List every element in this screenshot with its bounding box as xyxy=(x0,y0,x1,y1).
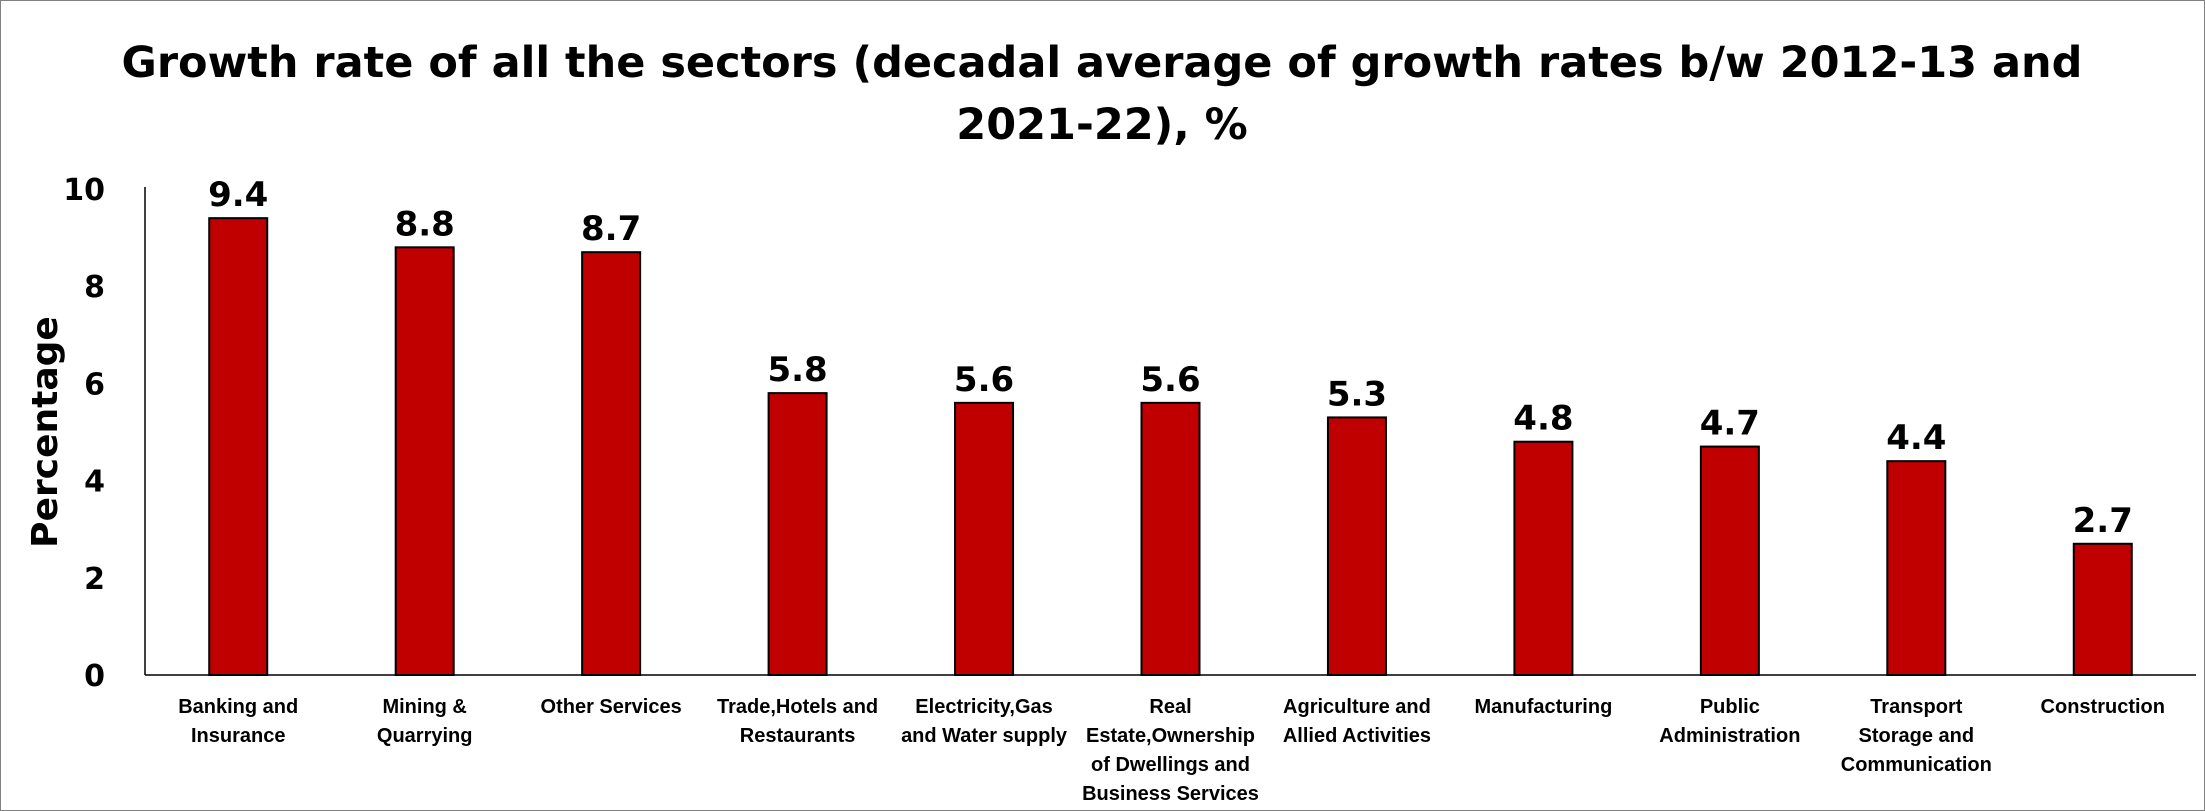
y-axis-label: Percentage xyxy=(25,316,66,548)
chart-title-line: Growth rate of all the sectors (decadal … xyxy=(122,38,2083,88)
data-label: 2.7 xyxy=(2073,501,2133,541)
bar xyxy=(1513,440,1574,676)
bar xyxy=(1699,445,1760,676)
bar xyxy=(954,401,1015,676)
y-tick-label: 8 xyxy=(84,270,105,305)
x-tick-label: Trade,Hotels and xyxy=(717,696,878,718)
x-tick-label: Quarrying xyxy=(377,725,473,747)
data-label: 5.6 xyxy=(1140,360,1200,400)
x-tick-label: Transport xyxy=(1870,696,1963,718)
y-tick-label: 6 xyxy=(84,367,105,402)
data-label: 5.8 xyxy=(767,350,827,390)
x-tick-label: Allied Activities xyxy=(1283,725,1431,747)
bar xyxy=(581,251,642,676)
x-tick-label: Restaurants xyxy=(740,725,856,747)
x-tick-label: Public xyxy=(1700,696,1760,718)
x-tick-label: of Dwellings and xyxy=(1091,754,1250,776)
bar xyxy=(767,392,828,676)
x-tick-label: Electricity,Gas xyxy=(915,696,1052,718)
x-tick-label: Construction xyxy=(2041,696,2165,718)
data-label: 8.8 xyxy=(395,204,455,244)
x-tick-label: and Water supply xyxy=(901,725,1068,747)
chart-title-line: 2021-22), % xyxy=(956,100,1247,150)
bar xyxy=(208,217,269,676)
x-tick-label: Storage and xyxy=(1859,725,1975,747)
data-label: 4.4 xyxy=(1886,418,1946,458)
data-label: 9.4 xyxy=(208,175,268,215)
data-label: 4.7 xyxy=(1700,404,1760,444)
x-tick-label: Other Services xyxy=(541,696,682,718)
x-tick-label: Communication xyxy=(1841,754,1992,776)
bar xyxy=(1886,460,1947,676)
bar xyxy=(394,246,455,676)
x-tick-label: Administration xyxy=(1659,725,1800,747)
bar xyxy=(2072,542,2133,677)
y-tick-label: 0 xyxy=(84,659,105,694)
y-axis-title: Percentage xyxy=(25,316,66,548)
x-tick-label: Banking and xyxy=(178,696,298,718)
y-tick-label: 10 xyxy=(63,173,105,208)
category-labels: Banking and Insurance Mining & Quarrying Oth… xyxy=(178,696,2165,805)
data-label: 8.7 xyxy=(581,209,641,249)
y-tick-label: 4 xyxy=(84,465,105,500)
chart-title: Growth rate of all the sectors (decadal … xyxy=(122,38,2083,150)
x-tick-label: Business Services xyxy=(1082,783,1259,805)
x-tick-label: Insurance xyxy=(191,725,285,747)
x-tick-label: Mining & xyxy=(382,696,466,718)
data-label: 5.3 xyxy=(1327,374,1387,414)
bar xyxy=(1140,401,1201,676)
data-label: 5.6 xyxy=(954,360,1014,400)
x-tick-label: Real xyxy=(1149,696,1191,718)
value-labels: 9.4 8.8 8.7 5.8 5.6 5.6 5.3 4.8 4.7 4.4 2.7 xyxy=(208,175,2133,541)
data-label: 4.8 xyxy=(1513,399,1573,439)
bars xyxy=(208,217,2133,677)
y-tick-label: 2 xyxy=(84,562,105,597)
x-tick-label: Estate,Ownership xyxy=(1086,725,1255,747)
x-tick-label: Agriculture and xyxy=(1283,696,1431,718)
bar xyxy=(1326,416,1387,676)
y-axis-ticks: 0 2 4 6 8 10 xyxy=(63,173,105,694)
x-tick-label: Manufacturing xyxy=(1475,696,1613,718)
